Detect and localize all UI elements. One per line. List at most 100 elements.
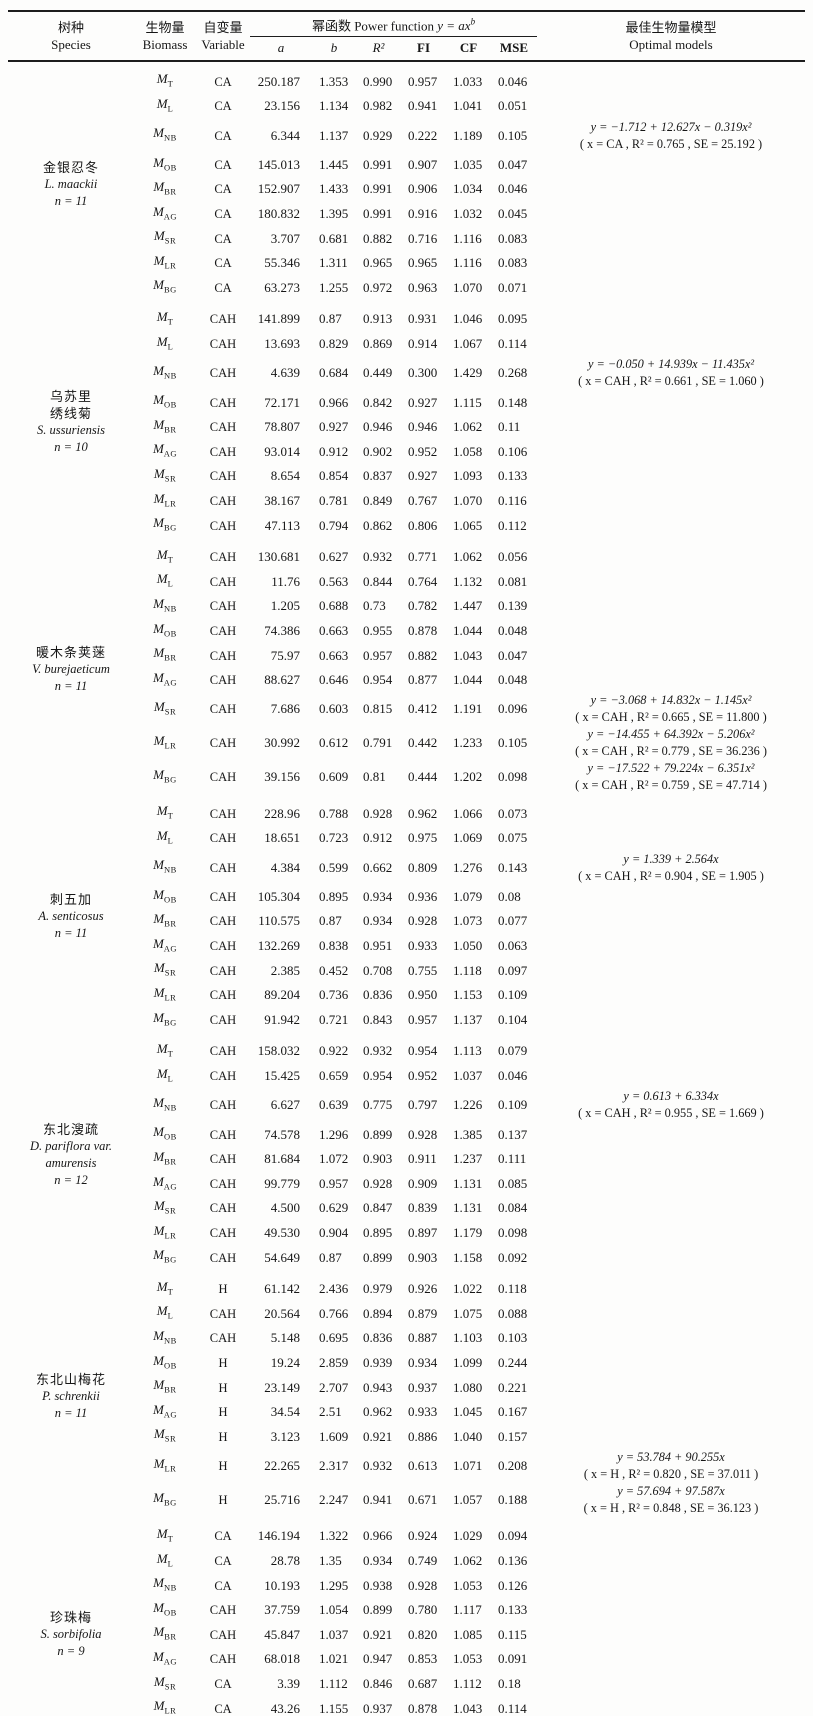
mse-cell: 0.133 [498,468,528,484]
biomass-subscript: OB [164,628,177,639]
table-row: ML CAH 15.425 0.659 0.954 0.952 1.037 0.046 [8,1064,805,1089]
cf-cell: 1.053 [453,1577,483,1593]
b-cell: 1.296 [319,1126,349,1142]
power-eq-exponent: b [470,17,476,27]
variable-cell: H [218,1405,228,1420]
fi-cell: 0.952 [408,443,438,459]
mse-cell: 0.098 [498,1225,528,1240]
biomass-symbol: M [153,515,165,531]
cf-cell: 1.080 [453,1379,483,1395]
biomass-subscript: L [167,579,174,590]
a-cell: 7.686 [270,701,300,717]
biomass-cell: MOB [134,1122,196,1147]
table-row: MLR H 22.265 2.317 0.932 0.613 1.071 0.208 y = 5… [8,1449,805,1483]
mse-cell: 0.105 [498,127,528,143]
a-cell: 74.578 [264,1126,300,1142]
table-row: MOB CAH 37.759 1.054 0.899 0.780 1.117 0.133 [8,1598,805,1623]
r2-cell: 0.951 [363,938,393,954]
mse-cell: 0.047 [498,156,528,172]
a-cell: 4.500 [270,1200,300,1216]
r2-cell: 0.954 [363,1068,393,1084]
fi-cell: 0.887 [408,1330,438,1346]
biomass-cell: MAG [134,668,196,693]
biomass-subscript: OB [164,1607,177,1618]
a-cell: 3.39 [277,1675,300,1691]
fi-cell: 0.442 [408,735,438,751]
col-header-biomass: 生物量 Biomass [134,11,196,63]
variable-cell: CAH [209,1250,237,1265]
mse-cell: 0.097 [498,962,528,978]
b-cell: 1.311 [319,255,348,271]
biomass-symbol: M [153,1148,165,1164]
biomass-cell: MSR [134,1424,196,1449]
optimal-model-cell: y = 53.784 + 90.255x ( x = H , R² = 0.820… [537,1449,805,1483]
b-cell: 0.87 [319,913,342,929]
a-cell: 23.156 [264,98,300,114]
b-cell: 0.627 [319,549,349,565]
r2-cell: 0.882 [363,230,393,246]
b-cell: 0.723 [319,830,349,846]
a-cell: 54.649 [264,1249,300,1265]
table-row: MBG CAH 54.649 0.87 0.899 0.903 1.158 0.092 [8,1245,805,1270]
variable-cell: CA [214,256,232,271]
table-header: 树种 Species 生物量 Biomass 自变量 Variable 幂函数 … [8,11,805,63]
variable-cell: CAH [209,1226,237,1240]
mse-cell: 0.188 [498,1492,528,1508]
b-cell: 1.322 [319,1528,349,1544]
b-cell: 1.054 [319,1602,349,1618]
fi-cell: 0.444 [408,769,438,785]
fi-cell: 0.882 [408,647,438,663]
biomass-cell: MAG [134,1647,196,1672]
biomass-symbol: M [153,228,165,244]
optimal-model-cell [537,300,805,332]
species-name-zh: 珍珠梅 [49,1610,92,1626]
mse-cell: 0.221 [498,1379,528,1395]
r2-cell: 0.81 [363,769,386,785]
biomass-symbol: M [153,179,165,195]
mse-cell: 0.111 [498,1151,527,1167]
biomass-symbol: M [156,827,168,843]
variable-cell: CAH [209,939,237,954]
header-row-2: a b R² FI CF MSE [8,36,805,63]
cf-cell: 1.137 [453,1011,483,1027]
mse-cell: 0.047 [498,647,528,663]
biomass-subscript: NB [164,1335,177,1346]
variable-cell: H [218,1282,228,1297]
biomass-subscript: SR [164,235,177,246]
variable-cell: CAH [209,1627,237,1642]
r2-cell: 0.954 [363,672,393,688]
mse-cell: 0.073 [498,805,528,821]
biomass-cell: MAG [134,934,196,959]
biomass-subscript: AG [163,1181,178,1192]
biomass-cell: MOB [134,1598,196,1623]
cf-cell: 1.029 [453,1528,483,1544]
biomass-symbol: M [153,1599,165,1615]
mse-cell: 0.104 [498,1011,528,1027]
variable-cell: H [218,1493,228,1508]
table-row: MBR CAH 78.807 0.927 0.946 0.946 1.062 0.11 [8,415,805,440]
table-row: MSR CAH 8.654 0.854 0.837 0.927 1.093 0.133 [8,464,805,489]
optimal-model-cell [537,794,805,826]
fi-cell: 0.222 [408,127,438,143]
biomass-cell: MLR [134,726,196,760]
optimal-model-cell [537,1245,805,1270]
optimal-model-cell [537,1696,805,1716]
mse-cell: 0.046 [498,73,528,89]
table-row: MOB CA 145.013 1.445 0.991 0.907 1.035 0.047 [8,153,805,178]
biomass-symbol: M [153,1247,165,1263]
col-header-r2: R² [356,36,401,63]
fi-cell: 0.767 [408,492,438,508]
table-row: MBR CAH 81.684 1.072 0.903 0.911 1.237 0.111 [8,1147,805,1172]
biomass-subscript: LR [164,992,177,1003]
optimal-model-cell [537,1400,805,1425]
b-cell: 1.155 [319,1700,349,1716]
col-header-biomass-zh: 生物量 [145,20,185,36]
biomass-cell: ML [134,332,196,357]
a-cell: 81.684 [264,1151,300,1167]
b-cell: 0.721 [319,1011,349,1027]
a-cell: 43.26 [270,1700,300,1716]
fi-cell: 0.928 [408,1126,438,1142]
mse-cell: 0.075 [498,830,528,846]
table-row: MAG CA 180.832 1.395 0.991 0.916 1.032 0.045 [8,202,805,227]
cf-cell: 1.070 [453,279,483,295]
